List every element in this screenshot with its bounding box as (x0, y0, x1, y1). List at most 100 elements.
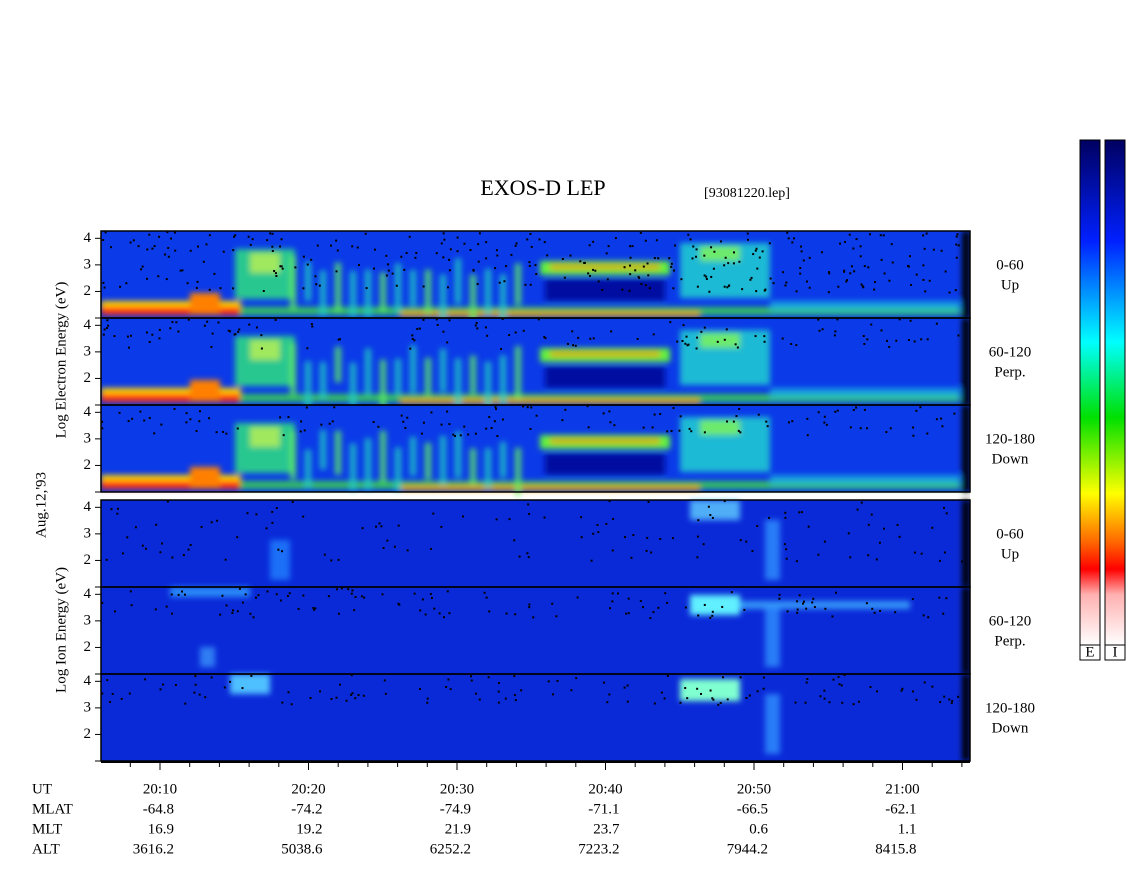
noise (901, 687, 904, 690)
noise (571, 330, 574, 333)
noise (646, 536, 649, 539)
noise (158, 328, 161, 331)
y-tick-label: 3 (84, 430, 92, 446)
noise (827, 291, 830, 294)
noise (279, 245, 282, 248)
noise (106, 319, 109, 322)
noise (626, 684, 629, 687)
noise (255, 326, 258, 329)
noise (503, 280, 506, 283)
noise (653, 257, 656, 260)
title: EXOS-D LEP (480, 175, 605, 200)
noise (340, 587, 343, 590)
noise (413, 339, 416, 342)
noise (500, 347, 503, 350)
noise (670, 265, 673, 268)
noise (498, 281, 501, 284)
noise (895, 339, 898, 342)
noise (556, 679, 559, 682)
noise (623, 686, 626, 689)
noise (194, 683, 197, 686)
noise (198, 410, 201, 413)
feature (101, 481, 241, 489)
noise (139, 410, 142, 413)
noise (406, 416, 409, 419)
noise (418, 327, 421, 330)
noise (160, 423, 163, 426)
noise (485, 257, 488, 260)
noise (497, 701, 500, 704)
noise (583, 261, 586, 264)
noise (333, 406, 336, 409)
noise (237, 330, 240, 333)
noise (339, 683, 342, 686)
noise (194, 675, 197, 678)
orbit-value: -64.8 (143, 801, 174, 817)
noise (834, 330, 837, 333)
noise (151, 333, 154, 336)
noise (746, 232, 749, 235)
noise (713, 250, 716, 253)
noise (710, 246, 713, 249)
color-bar-label: E (1085, 644, 1094, 660)
noise (185, 421, 188, 424)
noise (784, 516, 787, 519)
noise (642, 426, 645, 429)
noise (922, 278, 925, 281)
noise (625, 612, 628, 615)
noise (915, 409, 918, 412)
noise (271, 510, 274, 513)
noise (687, 343, 690, 346)
noise (922, 264, 925, 267)
noise (694, 255, 697, 258)
noise (813, 606, 816, 609)
noise (879, 609, 882, 612)
feature (270, 540, 290, 580)
noise (641, 606, 644, 609)
feature (410, 269, 416, 307)
noise (436, 323, 439, 326)
noise (528, 261, 531, 264)
noise (508, 334, 511, 337)
feature (170, 587, 250, 597)
noise (799, 272, 802, 275)
y-tick-label: 4 (84, 230, 92, 246)
noise (855, 406, 858, 409)
noise (105, 558, 108, 561)
noise (504, 697, 507, 700)
noise (739, 539, 742, 542)
noise (430, 547, 433, 550)
noise (477, 243, 480, 246)
y-tick-label: 3 (84, 343, 92, 359)
noise (273, 269, 276, 272)
noise (831, 615, 834, 618)
noise (495, 249, 498, 252)
noise (432, 512, 435, 515)
noise (761, 250, 764, 253)
feature (765, 607, 780, 667)
noise (448, 612, 451, 615)
pitch-direction: Down (992, 451, 1029, 467)
feature (190, 467, 220, 487)
noise (649, 617, 652, 620)
noise (913, 551, 916, 554)
feature (290, 430, 296, 480)
noise (129, 241, 132, 244)
noise (398, 603, 401, 606)
noise (719, 240, 722, 243)
panel-features (170, 587, 970, 674)
noise (208, 288, 211, 291)
noise (120, 697, 123, 700)
noise (496, 435, 499, 438)
noise (756, 267, 759, 270)
noise (891, 261, 894, 264)
noise (739, 431, 742, 434)
noise (561, 257, 564, 260)
noise (153, 245, 156, 248)
feature (770, 301, 960, 311)
noise (484, 326, 487, 329)
noise (177, 330, 180, 333)
color-bar (1079, 139, 1101, 646)
feature (425, 442, 431, 480)
noise (653, 702, 656, 705)
